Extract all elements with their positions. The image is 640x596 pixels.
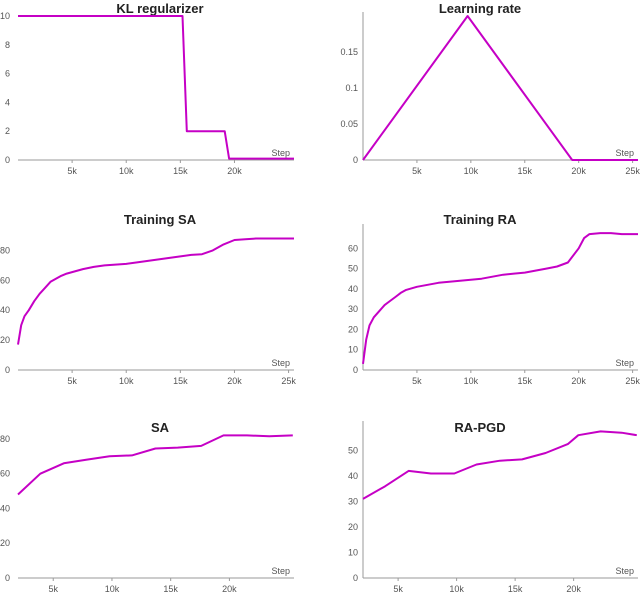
series-line bbox=[362, 15, 638, 161]
chart-title: SA bbox=[151, 420, 170, 435]
x-tick-label: 10k bbox=[105, 584, 120, 594]
series-line bbox=[18, 15, 294, 160]
chart-training-ra: Training RA 0 10 20 30 40 50 60 5k 10k 15k 20k 25k St… bbox=[320, 200, 640, 400]
chart-svg: Training SA 0 20 40 60 80 5k 10k 15k 20k 25k Step bbox=[0, 212, 296, 386]
y-tick-label: 20 bbox=[348, 522, 358, 532]
y-tick-label: 2 bbox=[5, 126, 10, 136]
chart-svg: KL regularizer 0 2 4 6 8 10 5k 10k 15k 20k Step bbox=[0, 1, 294, 176]
x-tick-label: 5k bbox=[412, 166, 422, 176]
chart-title: Learning rate bbox=[439, 1, 521, 16]
y-tick-label: 0.15 bbox=[340, 47, 358, 57]
x-tick-label: 5k bbox=[67, 376, 77, 386]
x-tick-label: 15k bbox=[518, 376, 533, 386]
x-tick-label: 15k bbox=[508, 584, 523, 594]
x-tick-label: 15k bbox=[173, 376, 188, 386]
y-tick-label: 0 bbox=[5, 365, 10, 375]
x-tick-label: 10k bbox=[119, 166, 134, 176]
x-tick-label: 20k bbox=[571, 376, 586, 386]
x-tick-label: 5k bbox=[48, 584, 58, 594]
y-tick-label: 4 bbox=[5, 97, 10, 107]
y-tick-label: 0 bbox=[5, 155, 10, 165]
x-tick-label: 20k bbox=[222, 584, 237, 594]
x-tick-label: 20k bbox=[227, 166, 242, 176]
y-tick-label: 30 bbox=[348, 497, 358, 507]
x-tick-label: 20k bbox=[227, 376, 242, 386]
series-line bbox=[17, 237, 294, 345]
series-line bbox=[17, 434, 293, 496]
y-tick-label: 80 bbox=[0, 434, 10, 444]
chart-training-sa: Training SA 0 20 40 60 80 5k 10k 15k 20k 25k Step bbox=[0, 200, 320, 400]
y-tick-label: 60 bbox=[0, 469, 10, 479]
x-tick-label: 5k bbox=[67, 166, 77, 176]
chart-sa: SA 0 20 40 60 80 5k 10k 15k 20k Step bbox=[0, 396, 320, 596]
chart-learning-rate: Learning rate 0 0.05 0.1 0.15 5k 10k 15k 20k 25k S… bbox=[320, 0, 640, 200]
y-tick-label: 40 bbox=[0, 305, 10, 315]
y-tick-label: 60 bbox=[348, 243, 358, 253]
y-tick-label: 0 bbox=[5, 573, 10, 583]
y-tick-label: 20 bbox=[0, 335, 10, 345]
x-tick-label: 20k bbox=[571, 166, 586, 176]
x-axis-label: Step bbox=[615, 148, 634, 158]
y-tick-label: 40 bbox=[0, 503, 10, 513]
y-tick-label: 6 bbox=[5, 69, 10, 79]
y-tick-label: 40 bbox=[348, 471, 358, 481]
series-line bbox=[362, 232, 638, 365]
y-tick-label: 20 bbox=[348, 324, 358, 334]
chart-title: Training SA bbox=[124, 212, 197, 227]
chart-title: RA-PGD bbox=[454, 420, 505, 435]
x-axis-label: Step bbox=[271, 358, 290, 368]
y-tick-label: 10 bbox=[348, 345, 358, 355]
x-axis-label: Step bbox=[271, 148, 290, 158]
y-tick-label: 10 bbox=[0, 11, 10, 21]
chart-svg: RA-PGD 0 10 20 30 40 50 5k 10k 15k 20k Step bbox=[348, 420, 638, 594]
y-tick-label: 50 bbox=[348, 264, 358, 274]
y-tick-label: 50 bbox=[348, 446, 358, 456]
x-axis-label: Step bbox=[615, 566, 634, 576]
y-tick-label: 60 bbox=[0, 275, 10, 285]
x-tick-label: 25k bbox=[281, 376, 296, 386]
chart-kl-regularizer: KL regularizer 0 2 4 6 8 10 5k 10k 15k 20k Step bbox=[0, 0, 320, 200]
chart-ra-pgd: RA-PGD 0 10 20 30 40 50 5k 10k 15k 20k Step bbox=[320, 396, 640, 596]
x-tick-label: 10k bbox=[464, 166, 479, 176]
x-tick-label: 15k bbox=[173, 166, 188, 176]
x-axis-label: Step bbox=[271, 566, 290, 576]
x-tick-label: 5k bbox=[412, 376, 422, 386]
y-tick-label: 20 bbox=[0, 538, 10, 548]
x-tick-label: 25k bbox=[625, 376, 640, 386]
chart-svg: Learning rate 0 0.05 0.1 0.15 5k 10k 15k 20k 25k S… bbox=[340, 1, 640, 176]
chart-svg: Training RA 0 10 20 30 40 50 60 5k 10k 15k 20k 25k St… bbox=[348, 212, 640, 386]
x-tick-label: 10k bbox=[464, 376, 479, 386]
x-tick-label: 10k bbox=[449, 584, 464, 594]
x-tick-label: 5k bbox=[393, 584, 403, 594]
x-tick-label: 10k bbox=[119, 376, 134, 386]
y-tick-label: 0 bbox=[353, 155, 358, 165]
chart-svg: SA 0 20 40 60 80 5k 10k 15k 20k Step bbox=[0, 420, 294, 594]
chart-title: KL regularizer bbox=[116, 1, 203, 16]
chart-title: Training RA bbox=[444, 212, 518, 227]
x-axis-label: Step bbox=[615, 358, 634, 368]
y-tick-label: 8 bbox=[5, 40, 10, 50]
y-tick-label: 0.05 bbox=[340, 119, 358, 129]
x-tick-label: 25k bbox=[625, 166, 640, 176]
y-tick-label: 0.1 bbox=[345, 83, 358, 93]
y-tick-label: 40 bbox=[348, 284, 358, 294]
y-tick-label: 0 bbox=[353, 573, 358, 583]
x-tick-label: 15k bbox=[163, 584, 178, 594]
y-tick-label: 10 bbox=[348, 548, 358, 558]
series-line bbox=[362, 430, 637, 500]
y-tick-label: 0 bbox=[353, 365, 358, 375]
y-tick-label: 30 bbox=[348, 304, 358, 314]
y-tick-label: 80 bbox=[0, 245, 10, 255]
x-tick-label: 15k bbox=[518, 166, 533, 176]
x-tick-label: 20k bbox=[566, 584, 581, 594]
